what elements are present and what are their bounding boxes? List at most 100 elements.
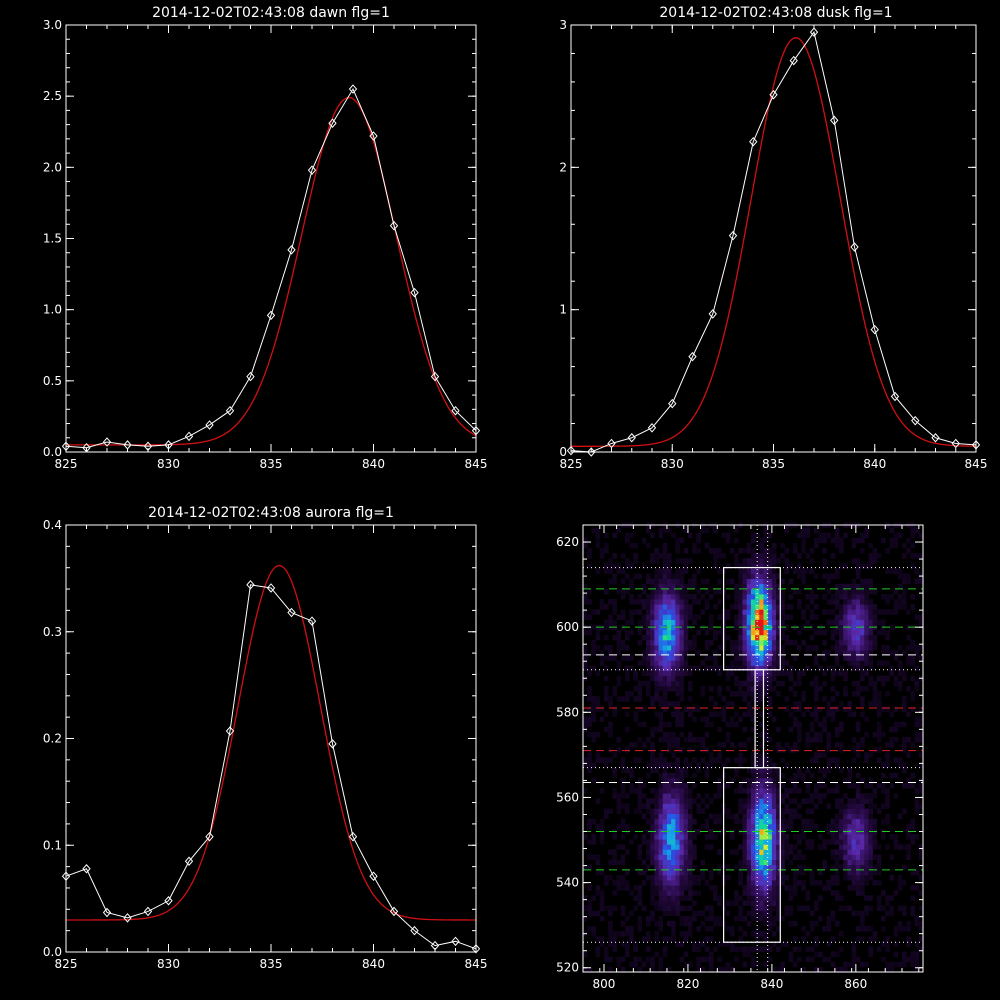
heatmap-cell: [868, 895, 874, 901]
heatmap-cell: [755, 685, 760, 692]
heatmap-cell: [839, 905, 844, 912]
heatmap-cell: [746, 798, 752, 804]
heatmap-cell: [603, 634, 609, 641]
heatmap-cell: [755, 639, 760, 646]
heatmap-cell: [671, 823, 676, 830]
heatmap-cell: [767, 563, 773, 569]
heatmap-cell: [729, 931, 735, 937]
heatmap-cell: [666, 920, 672, 927]
heatmap-cell: [662, 772, 668, 779]
heatmap-cell: [855, 742, 861, 748]
heatmap-cell: [746, 737, 752, 743]
dawn-measured-line: [65, 87, 477, 449]
heatmap-cell: [603, 604, 609, 610]
heatmap-cell: [671, 752, 676, 758]
heatmap-cell: [809, 798, 815, 804]
heatmap-cell: [885, 757, 890, 763]
heatmap-cell: [767, 568, 773, 574]
heatmap-cell: [704, 604, 710, 610]
heatmap-cell: [658, 762, 664, 769]
heatmap-cell: [717, 941, 722, 947]
heatmap-cell: [675, 874, 680, 881]
heatmap-cell: [713, 558, 718, 564]
heatmap-cell: [687, 696, 693, 702]
heatmap-cell: [624, 665, 630, 671]
heatmap-cell: [830, 818, 836, 825]
dusk-xtick-label: 830: [661, 457, 684, 471]
heatmap-cell: [767, 772, 773, 779]
heatmap-cell: [771, 665, 777, 671]
heatmap-cell: [654, 553, 659, 559]
heatmap-cell: [650, 767, 655, 774]
heatmap-cell: [725, 900, 731, 906]
heatmap-cell: [696, 665, 701, 671]
heatmap-cell: [860, 563, 865, 569]
heatmap-cell: [906, 711, 911, 717]
heatmap-cell: [834, 691, 840, 697]
heatmap-cell: [675, 803, 680, 809]
heatmap-cell: [620, 696, 626, 702]
heatmap-cell: [612, 619, 617, 626]
dawn-panel: 2014-12-02T02:43:08 dawn flg=1 825 830 835…: [43, 5, 488, 471]
heatmap-cell: [914, 951, 920, 958]
heatmap-cell: [658, 854, 664, 861]
dusk-ytick-label: 1: [559, 303, 567, 317]
heatmap-cell: [776, 859, 781, 866]
heatmap-cell: [797, 563, 802, 569]
heatmap-cell: [881, 818, 886, 825]
heatmap-cell: [872, 731, 878, 738]
heatmap-cell: [671, 609, 676, 615]
heatmap-cell: [666, 808, 672, 815]
heatmap-cell: [897, 880, 903, 886]
heatmap-cell: [708, 757, 714, 763]
heatmap-cell: [876, 782, 882, 789]
heatmap-cell: [612, 859, 617, 866]
heatmap-cell: [910, 834, 916, 840]
heatmap-cell: [780, 650, 785, 656]
heatmap-cell: [847, 798, 853, 804]
heatmap-cell: [683, 634, 689, 641]
heatmap-cell: [624, 675, 630, 682]
heatmap-cell: [742, 599, 748, 605]
heatmap-cell: [847, 645, 853, 651]
heatmap-cell: [801, 818, 806, 825]
heatmap-cell: [675, 859, 680, 866]
heatmap-cell: [851, 583, 857, 590]
heatmap-region-box: [723, 566, 781, 671]
heatmap-cell: [658, 813, 664, 820]
heatmap-cell: [755, 895, 760, 901]
heatmap-cell: [839, 629, 844, 636]
heatmap-cell: [860, 839, 865, 845]
heatmap-cell: [683, 844, 689, 850]
heatmap-cell: [885, 650, 890, 656]
heatmap-cell: [759, 905, 764, 912]
heatmap-cell: [645, 542, 651, 549]
heatmap-cell: [813, 966, 819, 973]
heatmap-cell: [797, 680, 802, 687]
heatmap-cell: [839, 742, 844, 748]
heatmap-cell: [855, 869, 861, 876]
heatmap-cell: [587, 553, 592, 559]
heatmap-cell: [725, 808, 731, 815]
heatmap-cell: [788, 593, 794, 600]
heatmap-cell: [876, 701, 882, 707]
heatmap-cell: [654, 547, 659, 554]
heatmap-cell: [893, 568, 899, 574]
heatmap-cell: [801, 885, 806, 891]
heatmap-cell: [725, 578, 731, 585]
heatmap-cell: [910, 706, 916, 712]
heatmap-cell: [851, 578, 857, 585]
heatmap-cell: [918, 920, 924, 927]
heatmap-cell: [717, 553, 722, 559]
heatmap-cell: [608, 568, 613, 574]
heatmap-cell: [851, 660, 857, 666]
heatmap-cell: [729, 547, 735, 554]
heatmap-cell: [784, 706, 790, 712]
heatmap-cell: [763, 793, 769, 799]
heatmap-cell: [906, 926, 911, 932]
heatmap-cell: [729, 670, 735, 677]
heatmap-cell: [700, 660, 706, 666]
heatmap-cell: [771, 563, 777, 569]
heatmap-cell: [872, 701, 878, 707]
heatmap-cell: [750, 864, 756, 871]
